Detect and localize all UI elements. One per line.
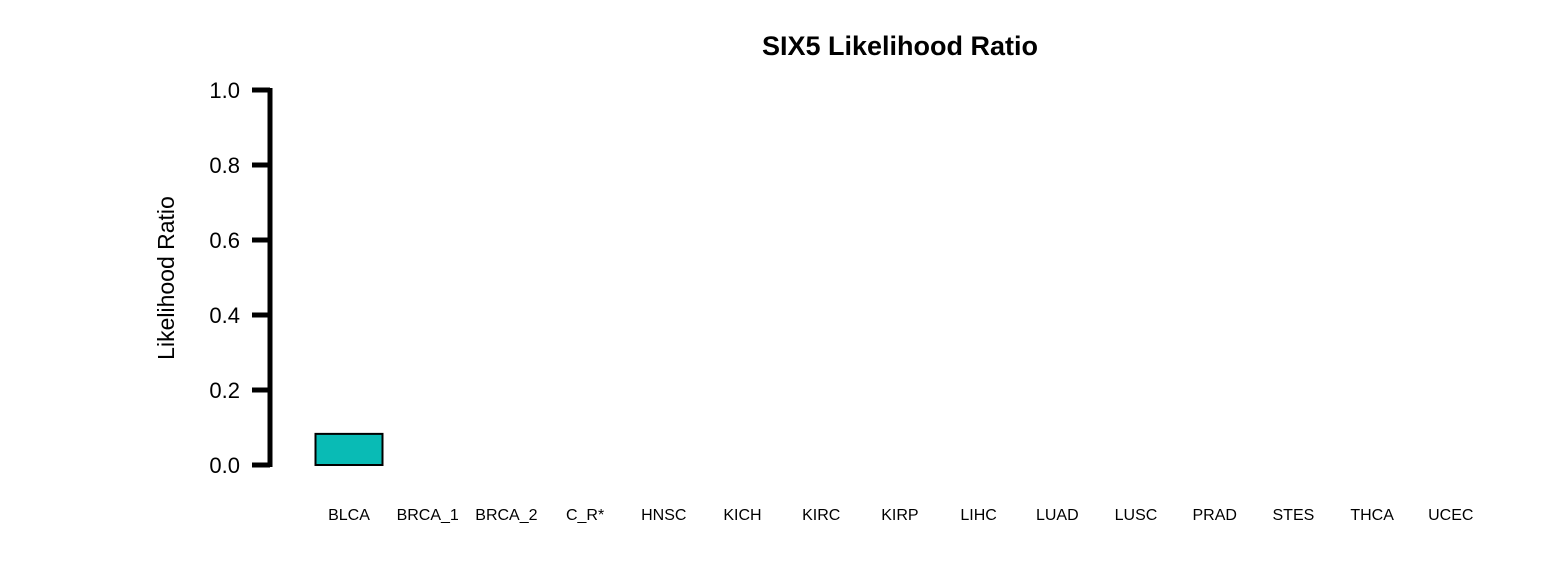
x-tick-label: BLCA — [328, 507, 370, 524]
x-tick-label: LIHC — [960, 507, 996, 524]
x-tick-label: BRCA_2 — [475, 507, 537, 524]
y-axis-label: Likelihood Ratio — [153, 196, 179, 360]
x-tick-label: UCEC — [1428, 507, 1473, 524]
x-tick-label: C_R* — [566, 507, 604, 524]
y-tick-label: 0.4 — [209, 303, 240, 328]
y-axis-ticks: 0.0 0.2 0.4 0.6 0.8 1.0 — [209, 78, 270, 478]
x-tick-label: KICH — [723, 507, 761, 524]
x-tick-label: STES — [1273, 507, 1315, 524]
bars — [314, 432, 384, 466]
x-axis-labels: BLCA BRCA_1 BRCA_2 C_R* HNSC KICH KIRC KIRP LIHC… — [328, 507, 1473, 524]
x-tick-label: THCA — [1350, 507, 1394, 524]
y-tick-label: 0.2 — [209, 378, 240, 403]
x-tick-label: LUSC — [1115, 507, 1158, 524]
bar-blca — [314, 432, 384, 466]
chart-title: SIX5 Likelihood Ratio — [762, 31, 1038, 61]
y-tick-label: 0.6 — [209, 228, 240, 253]
x-tick-label: KIRP — [881, 507, 918, 524]
y-tick-label: 0.0 — [209, 453, 240, 478]
x-tick-label: BRCA_1 — [397, 507, 459, 524]
y-tick-label: 0.8 — [209, 153, 240, 178]
x-tick-label: KIRC — [802, 507, 840, 524]
x-tick-label: HNSC — [641, 507, 686, 524]
x-tick-label: PRAD — [1192, 507, 1236, 524]
y-tick-label: 1.0 — [209, 78, 240, 103]
x-tick-label: LUAD — [1036, 507, 1079, 524]
